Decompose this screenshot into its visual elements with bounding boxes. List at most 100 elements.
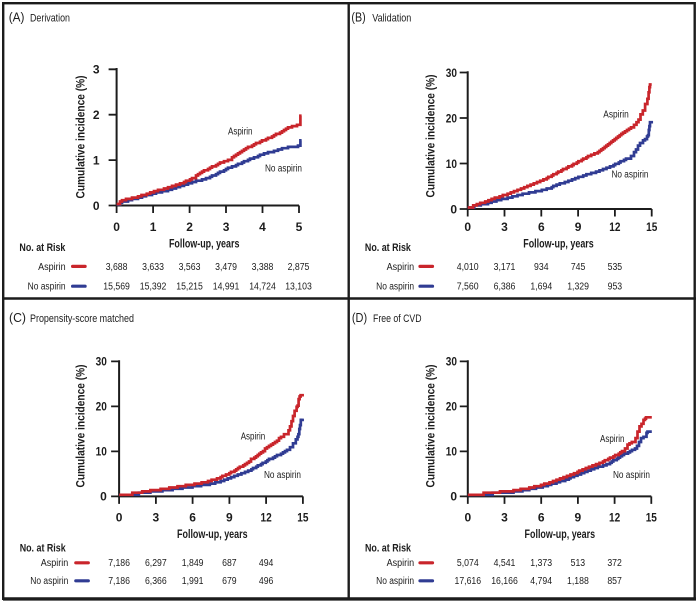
svg-text:No aspirin: No aspirin	[265, 163, 302, 174]
svg-text:0: 0	[100, 490, 107, 504]
svg-text:1,694: 1,694	[530, 282, 552, 293]
svg-text:12: 12	[609, 511, 620, 525]
svg-text:14,991: 14,991	[213, 282, 240, 293]
svg-text:No aspirin: No aspirin	[30, 576, 68, 587]
svg-text:7,560: 7,560	[457, 282, 479, 293]
svg-text:0: 0	[450, 490, 457, 504]
svg-text:2: 2	[93, 108, 100, 122]
svg-text:3: 3	[501, 220, 508, 234]
svg-text:9: 9	[575, 220, 582, 234]
svg-text:30: 30	[446, 66, 457, 80]
svg-text:3,479: 3,479	[215, 262, 237, 273]
svg-text:513: 513	[571, 558, 586, 569]
svg-text:Aspirin: Aspirin	[38, 262, 66, 273]
svg-text:857: 857	[607, 576, 622, 587]
svg-text:15: 15	[646, 220, 657, 234]
svg-text:(C): (C)	[9, 310, 26, 325]
svg-text:Cumulative incidence (%): Cumulative incidence (%)	[424, 365, 438, 488]
svg-text:Derivation: Derivation	[30, 12, 70, 24]
svg-text:6,297: 6,297	[145, 558, 167, 569]
svg-text:0: 0	[93, 199, 100, 213]
svg-text:3,388: 3,388	[252, 262, 274, 273]
svg-text:12: 12	[609, 220, 620, 234]
svg-text:No. at Risk: No. at Risk	[365, 542, 412, 554]
svg-text:0: 0	[113, 220, 120, 234]
svg-text:No aspirin: No aspirin	[28, 282, 66, 293]
svg-text:4,541: 4,541	[494, 558, 516, 569]
svg-text:12: 12	[261, 511, 272, 525]
svg-text:(D): (D)	[352, 310, 367, 325]
svg-text:15,392: 15,392	[140, 282, 167, 293]
svg-text:4: 4	[259, 220, 266, 234]
svg-text:30: 30	[96, 355, 107, 369]
svg-text:0: 0	[464, 220, 471, 234]
svg-text:5,074: 5,074	[457, 558, 479, 569]
svg-text:Aspirin: Aspirin	[41, 558, 69, 569]
svg-text:Aspirin: Aspirin	[228, 126, 253, 137]
svg-text:15,569: 15,569	[103, 282, 130, 293]
svg-text:9: 9	[226, 511, 233, 525]
svg-text:Aspirin: Aspirin	[387, 262, 415, 273]
svg-text:Cumulative incidence (%): Cumulative incidence (%)	[74, 365, 88, 488]
svg-text:953: 953	[608, 282, 623, 293]
svg-text:1,849: 1,849	[182, 558, 204, 569]
svg-text:4,010: 4,010	[457, 262, 479, 273]
svg-text:Follow-up, years: Follow-up, years	[525, 527, 596, 541]
svg-text:0: 0	[116, 511, 123, 525]
svg-text:3: 3	[153, 511, 160, 525]
svg-text:535: 535	[608, 262, 623, 273]
svg-text:934: 934	[534, 262, 549, 273]
svg-text:15: 15	[646, 511, 657, 525]
svg-text:5: 5	[296, 220, 303, 234]
svg-text:687: 687	[222, 558, 237, 569]
svg-text:1,373: 1,373	[530, 558, 552, 569]
svg-text:9: 9	[575, 511, 582, 525]
svg-text:7,186: 7,186	[108, 558, 130, 569]
svg-text:Follow-up, years: Follow-up, years	[523, 236, 594, 250]
svg-text:14,724: 14,724	[249, 282, 276, 293]
svg-text:Follow-up, years: Follow-up, years	[177, 527, 248, 541]
svg-text:Cumulative incidence (%): Cumulative incidence (%)	[74, 76, 88, 199]
svg-text:20: 20	[96, 400, 107, 414]
svg-text:1: 1	[93, 153, 100, 167]
svg-text:4,794: 4,794	[530, 576, 552, 587]
svg-text:No aspirin: No aspirin	[376, 282, 414, 293]
svg-text:1,329: 1,329	[567, 282, 589, 293]
svg-text:745: 745	[571, 262, 586, 273]
svg-text:No aspirin: No aspirin	[264, 470, 301, 481]
svg-text:10: 10	[446, 157, 457, 171]
svg-text:3,171: 3,171	[494, 262, 516, 273]
svg-text:6: 6	[538, 511, 545, 525]
svg-text:No aspirin: No aspirin	[613, 470, 650, 481]
svg-text:Aspirin: Aspirin	[603, 110, 629, 121]
svg-text:Cumulative incidence (%): Cumulative incidence (%)	[424, 75, 438, 198]
svg-text:Validation: Validation	[372, 12, 411, 24]
svg-text:1: 1	[150, 220, 157, 234]
svg-text:2: 2	[186, 220, 193, 234]
svg-text:Propensity-score matched: Propensity-score matched	[30, 313, 134, 325]
svg-text:3,633: 3,633	[142, 262, 164, 273]
svg-text:679: 679	[222, 576, 237, 587]
svg-text:0: 0	[464, 511, 471, 525]
svg-text:No aspirin: No aspirin	[612, 170, 649, 181]
svg-text:6,366: 6,366	[145, 576, 167, 587]
svg-text:20: 20	[446, 111, 457, 125]
svg-text:17,616: 17,616	[455, 576, 482, 587]
svg-text:20: 20	[446, 400, 457, 414]
svg-text:Free of CVD: Free of CVD	[373, 313, 422, 325]
svg-text:6: 6	[538, 220, 545, 234]
svg-text:6: 6	[189, 511, 196, 525]
svg-text:372: 372	[607, 558, 622, 569]
svg-text:(B): (B)	[351, 9, 365, 24]
svg-text:No aspirin: No aspirin	[376, 576, 414, 587]
svg-text:3: 3	[223, 220, 230, 234]
svg-text:0: 0	[450, 202, 457, 216]
svg-text:2,875: 2,875	[288, 262, 310, 273]
svg-text:1,188: 1,188	[567, 576, 589, 587]
svg-text:3,563: 3,563	[179, 262, 201, 273]
svg-text:No. at Risk: No. at Risk	[365, 242, 412, 254]
svg-text:13,103: 13,103	[285, 282, 312, 293]
svg-text:16,166: 16,166	[491, 576, 518, 587]
svg-text:No. at Risk: No. at Risk	[19, 242, 66, 254]
svg-text:(A): (A)	[9, 9, 25, 24]
